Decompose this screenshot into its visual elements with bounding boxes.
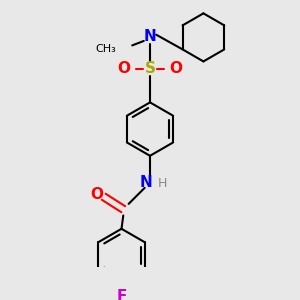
Text: N: N (140, 175, 153, 190)
Text: H: H (158, 177, 167, 190)
Text: O: O (90, 187, 103, 202)
Text: O: O (169, 61, 182, 76)
Text: F: F (116, 289, 127, 300)
Text: S: S (145, 61, 155, 76)
Text: O: O (118, 61, 131, 76)
Text: CH₃: CH₃ (95, 44, 116, 54)
Text: N: N (144, 29, 156, 44)
